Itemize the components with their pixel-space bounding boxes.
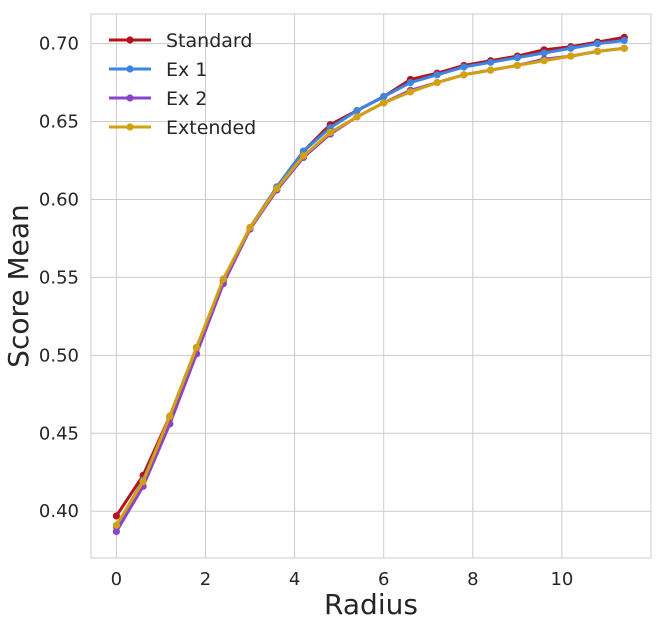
- y-tick-label: 0.60: [39, 189, 79, 210]
- data-point-extended: [620, 44, 628, 52]
- data-point-ex-1: [567, 44, 575, 52]
- data-point-ex-1: [460, 63, 468, 71]
- x-axis-label: Radius: [324, 588, 418, 621]
- x-tick-label: 6: [378, 569, 389, 590]
- legend-marker-ex-1: [126, 65, 134, 73]
- data-point-ex-1: [380, 93, 388, 101]
- data-point-extended: [353, 113, 361, 121]
- data-point-extended: [299, 152, 308, 160]
- y-tick-label: 0.50: [39, 345, 79, 366]
- data-point-extended: [513, 61, 521, 70]
- series-extended: [112, 44, 628, 529]
- y-tick-label: 0.45: [39, 423, 79, 444]
- data-point-extended: [433, 78, 441, 87]
- legend-marker-ex-2: [126, 94, 134, 102]
- x-tick-label: 10: [550, 569, 573, 590]
- series-lines: [112, 33, 628, 536]
- data-point-extended: [540, 57, 548, 65]
- data-point-extended: [487, 66, 495, 74]
- data-point-ex-1: [353, 107, 361, 115]
- data-point-extended: [380, 99, 388, 107]
- series-line-extended: [115, 46, 625, 527]
- data-point-extended: [273, 184, 281, 193]
- data-point-extended: [460, 71, 468, 79]
- y-tick-label: 0.65: [39, 112, 79, 133]
- grid-lines: [91, 14, 651, 558]
- data-point-extended: [326, 128, 334, 137]
- data-point-extended: [567, 52, 575, 60]
- legend-marker-extended: [126, 123, 134, 131]
- data-point-extended: [593, 47, 602, 56]
- y-axis-label: Score Mean: [2, 204, 35, 368]
- data-point-standard: [112, 512, 120, 520]
- legend-label-ex-2: Ex 2: [166, 88, 207, 110]
- y-tick-label: 0.70: [39, 34, 79, 55]
- data-point-extended: [406, 88, 415, 96]
- data-point-extended: [112, 521, 120, 529]
- data-point-ex-2: [112, 527, 120, 536]
- data-point-ex-1: [540, 49, 548, 57]
- legend-marker-standard: [126, 36, 134, 44]
- data-point-ex-1: [593, 40, 602, 48]
- x-tick-label: 0: [111, 569, 122, 590]
- data-point-ex-1: [433, 71, 441, 79]
- data-point-extended: [139, 478, 147, 486]
- data-point-extended: [246, 223, 254, 232]
- data-point-ex-1: [513, 54, 521, 62]
- data-point-extended: [219, 275, 227, 283]
- y-tick-label: 0.55: [39, 267, 79, 288]
- y-tick-label: 0.40: [39, 501, 79, 522]
- legend: Standard Ex 1 Ex 2 Extended: [109, 30, 256, 139]
- data-point-extended: [166, 412, 174, 420]
- data-point-ex-1: [487, 58, 495, 66]
- x-tick-label: 8: [467, 569, 478, 590]
- data-point-ex-1: [406, 78, 415, 87]
- x-tick-label: 4: [289, 569, 300, 590]
- data-point-ex-1: [620, 36, 628, 45]
- legend-label-standard: Standard: [166, 30, 252, 52]
- x-tick-label: 2: [200, 569, 211, 590]
- legend-label-extended: Extended: [166, 117, 256, 139]
- tick-labels: 0 2 4 6 8 10 0.40 0.45 0.50 0.55 0.60 0.65 0.70: [39, 34, 573, 590]
- legend-label-ex-1: Ex 1: [166, 59, 207, 81]
- data-point-extended: [192, 343, 201, 352]
